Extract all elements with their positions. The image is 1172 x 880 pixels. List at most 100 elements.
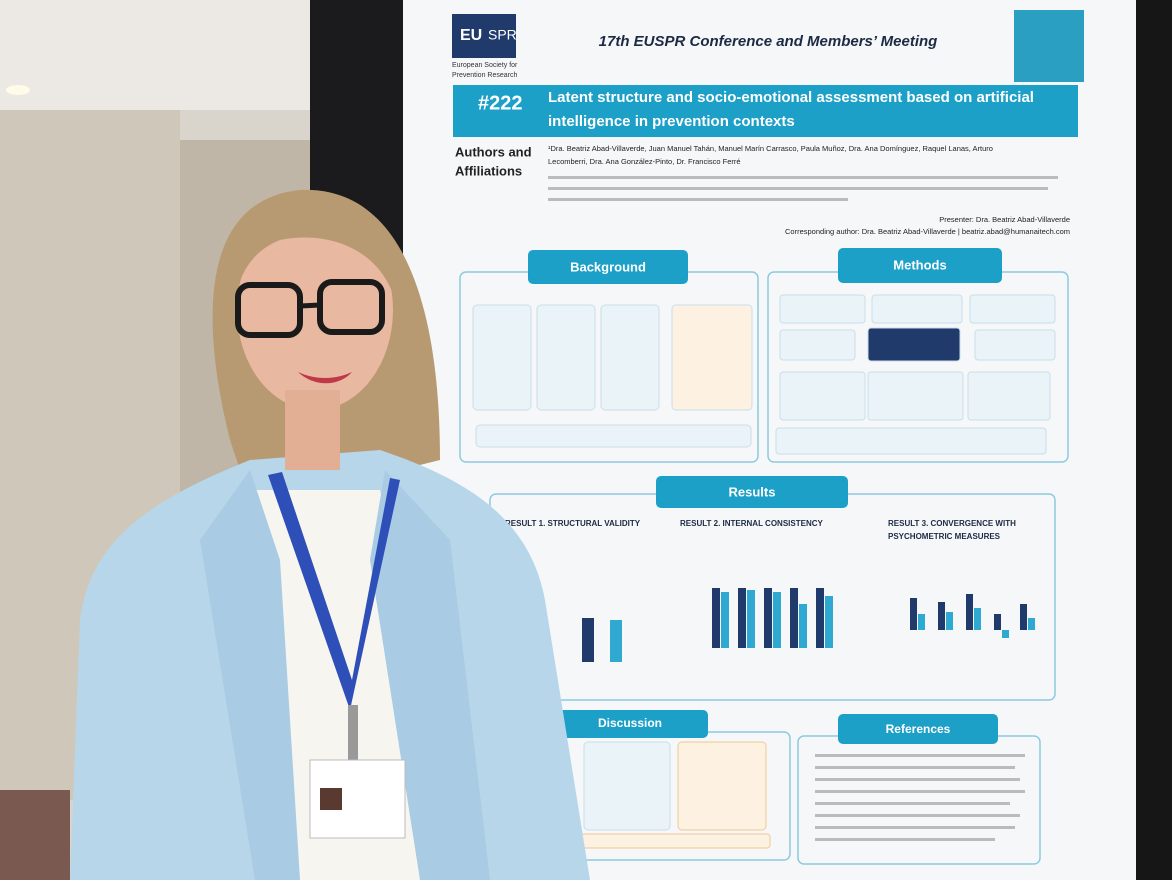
authors: Lecomberri, Dra. Ana González-Pinto, Dr.… [548,157,741,166]
reference-text [815,754,1025,757]
person [299,302,321,309]
infographic-cards [536,304,596,411]
section-heading: Results [729,484,776,499]
result-charts [773,592,781,648]
corresponding-author: Corresponding author: Dra. Beatriz Abad-… [785,227,1070,236]
result-charts [582,588,1035,662]
section-heading: References [886,722,951,736]
person [237,210,393,410]
infographic-cards [671,304,753,411]
result-charts [938,602,945,630]
result-charts [1020,604,1027,630]
result-heading: PSYCHOMETRIC MEASURES [888,532,1001,541]
person [268,472,400,710]
result-heading: RESULT 3. CONVERGENCE WITH [888,519,1016,528]
section-pills [528,250,688,284]
result-charts [790,588,798,648]
affiliation-text [548,198,848,201]
reference-text [815,802,1010,805]
infographic-cards [779,329,856,361]
result-charts [918,614,925,630]
reference-text [815,838,995,841]
title-banner [453,85,1078,137]
result-charts [610,620,622,662]
result-charts [799,604,807,648]
infographic-cards [871,294,963,324]
result-charts [816,588,824,648]
discussion-cards [583,741,671,831]
result-charts [582,618,594,662]
infographic-cards [472,304,532,411]
person [200,470,300,880]
authors: ¹Dra. Beatriz Abad-Villaverde, Juan Manu… [548,144,993,153]
reference-text [815,766,1015,769]
result-charts [910,598,917,630]
logo-tagline: European Society for [452,62,518,69]
reference-text [815,814,1020,817]
authors-label: Affiliations [455,163,522,178]
result-charts [994,614,1001,630]
person [320,788,342,810]
discussion-cards [579,741,771,849]
discussion-cards [677,741,767,831]
poster-title: intelligence in prevention contexts [548,113,795,130]
discussion-cards [579,833,771,849]
reference-text [815,826,1015,829]
cover-thumbnail [1014,10,1084,82]
section-pills [556,710,708,738]
affiliation-text [548,176,1058,179]
person [70,189,590,880]
section-heading: Methods [893,257,946,272]
logo [452,14,516,58]
infographic-cards [779,371,866,421]
result-heading: RESULT 1. STRUCTURAL VALIDITY [505,519,641,528]
conference: 17th EUSPR Conference and Members’ Meeti… [599,33,938,50]
logo-text: EU [460,27,482,44]
section-heading: Background [570,259,646,274]
person [348,705,358,765]
result-charts [825,596,833,648]
ceiling-light [6,85,30,95]
result-charts [974,608,981,630]
person [234,196,396,300]
person [370,470,490,880]
infographic-cards [775,427,1047,455]
result-charts [738,588,746,648]
section-heading: Discussion [598,716,662,730]
result-charts [1002,630,1009,638]
result-charts [946,612,953,630]
infographic-cards [867,371,964,421]
result-charts [721,592,729,648]
authors-label: Authors and [455,144,532,159]
affiliation-text [548,187,1048,190]
poster-number: #222 [478,92,523,114]
result-charts [747,590,755,648]
reference-text [815,778,1020,781]
infographic-cards [967,371,1051,421]
logo-text: SPR [488,27,517,43]
result-charts [764,588,772,648]
infographic-cards [475,424,752,448]
infographic-cards [867,327,961,362]
infographic-cards [969,294,1056,324]
reference-text [815,754,1025,841]
logo-tagline: Prevention Research [452,72,517,79]
section-pills [838,714,998,744]
infographic-cards [779,294,866,324]
infographic-cards [974,329,1056,361]
person [285,390,340,470]
poster-title: Latent structure and socio-emotional ass… [548,89,1034,106]
result-charts [712,588,720,648]
infographic-cards [472,294,1056,455]
result-heading: RESULT 2. INTERNAL CONSISTENCY [680,519,823,528]
presenter: Presenter: Dra. Beatriz Abad-Villaverde [939,215,1070,224]
result-charts [1028,618,1035,630]
reference-text [815,790,1025,793]
section-pills [838,248,1002,283]
result-charts [966,594,973,630]
person [235,282,303,338]
section-pills [656,476,848,508]
section-pills [528,248,1002,744]
